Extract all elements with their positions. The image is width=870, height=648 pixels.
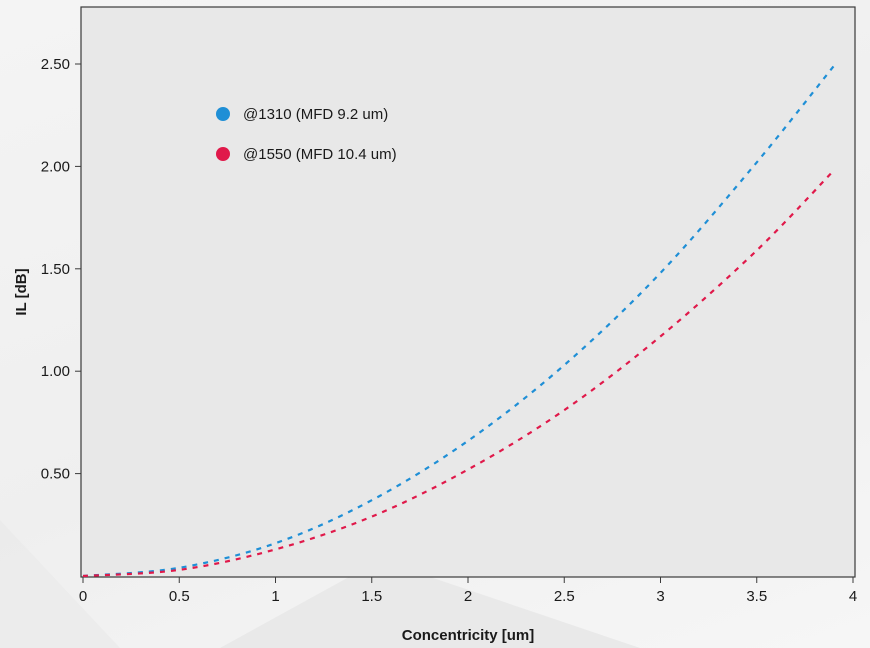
x-tick-label: 2 [464, 588, 472, 605]
y-tick-label: 2.00 [41, 158, 70, 175]
x-tick-label: 3 [656, 588, 664, 605]
y-tick-label: 1.50 [41, 261, 70, 278]
legend: @1310 (MFD 9.2 um) @1550 (MFD 10.4 um) [216, 106, 397, 163]
legend-marker-1 [216, 107, 230, 121]
x-tick-label: 2.5 [554, 588, 575, 605]
x-tick-label: 1 [271, 588, 279, 605]
legend-label-1: @1310 (MFD 9.2 um) [243, 106, 388, 123]
x-tick-label: 4 [849, 588, 857, 605]
plot-area [80, 6, 856, 578]
x-tick-label: 3.5 [746, 588, 767, 605]
x-axis-title: Concentricity [um] [402, 627, 535, 644]
legend-label-2: @1550 (MFD 10.4 um) [243, 146, 397, 163]
x-tick-label: 0 [79, 588, 87, 605]
x-tick-label: 0.5 [169, 588, 190, 605]
series-lines [82, 65, 835, 578]
y-tick-label: 1.00 [41, 363, 70, 380]
legend-marker-2 [216, 147, 230, 161]
y-axis-ticks: 0.50 1.00 1.50 2.00 2.50 [41, 56, 81, 483]
y-tick-label: 2.50 [41, 56, 70, 73]
x-axis-ticks: 0 0.5 1 1.5 2 2.5 3 3.5 4 [79, 577, 857, 605]
x-tick-label: 1.5 [361, 588, 382, 605]
y-tick-label: 0.50 [41, 466, 70, 483]
series-line-1 [82, 65, 835, 578]
y-axis-title: IL [dB] [13, 268, 30, 315]
